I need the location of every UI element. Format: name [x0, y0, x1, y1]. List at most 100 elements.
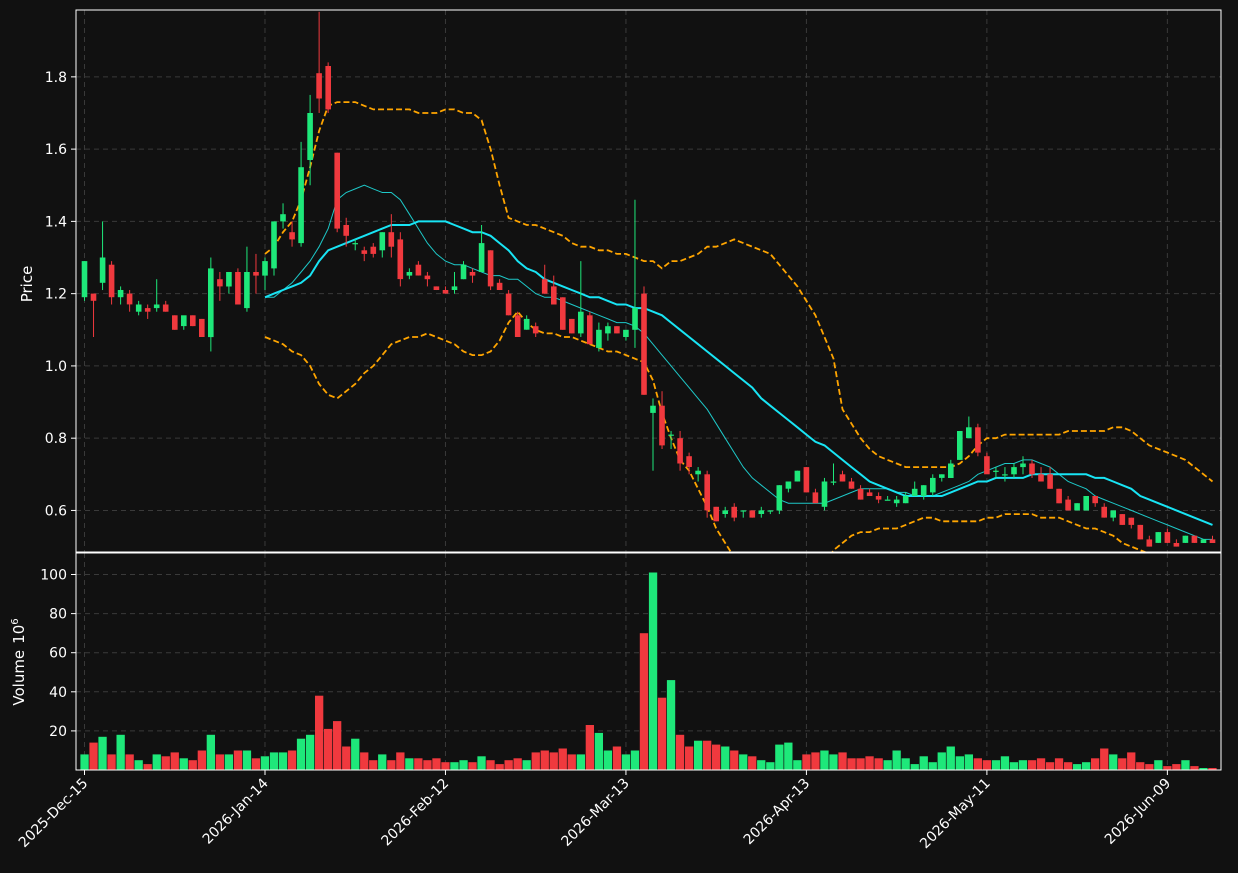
- candle-body: [803, 467, 810, 493]
- volume-bar: [766, 762, 775, 770]
- price-y-tick-label: 1.8: [45, 70, 67, 86]
- candle-body: [433, 286, 440, 290]
- candle-body: [1101, 506, 1107, 518]
- candle-body: [948, 463, 954, 478]
- candle-body: [262, 261, 268, 276]
- candle-body: [740, 510, 747, 512]
- candle-body: [1083, 496, 1089, 511]
- candle-body: [235, 272, 241, 305]
- volume-bar: [387, 760, 396, 770]
- candle-body: [451, 286, 458, 290]
- volume-bar: [757, 760, 766, 770]
- candle-body: [975, 427, 981, 453]
- volume-bar: [1073, 764, 1082, 770]
- candle-body: [578, 311, 584, 334]
- volume-bar: [928, 762, 937, 770]
- candle-body: [424, 275, 431, 280]
- candle-body: [144, 308, 151, 312]
- candle-body: [1065, 499, 1071, 511]
- volume-bar: [675, 734, 685, 770]
- volume-bar: [784, 742, 793, 770]
- volume-bar: [486, 760, 495, 770]
- candle-body: [388, 232, 395, 247]
- candle-body: [1137, 524, 1144, 540]
- candle-body: [325, 66, 331, 110]
- volume-bar: [269, 752, 279, 770]
- candle-body: [1164, 532, 1171, 543]
- volume-bar: [477, 756, 486, 770]
- candle-body: [469, 272, 476, 276]
- volume-bar: [98, 736, 107, 770]
- candle-body: [1200, 539, 1207, 543]
- candle-body: [1128, 517, 1135, 525]
- candle-body: [226, 272, 232, 287]
- grid-lines: [76, 10, 1221, 770]
- volume-bar: [504, 760, 513, 770]
- volume-bar: [594, 732, 603, 770]
- volume-bar: [296, 738, 306, 770]
- volume-bar: [206, 734, 215, 770]
- volume-bar: [107, 754, 116, 770]
- price-y-tick-label: 0.8: [45, 431, 67, 447]
- volume-bar: [576, 754, 585, 770]
- volume-bar: [585, 725, 594, 770]
- volume-y-tick-label: 60: [49, 646, 67, 662]
- volume-bar: [1100, 748, 1109, 770]
- candle-body: [884, 499, 891, 501]
- candle-body: [316, 73, 322, 99]
- volume-y-tick-label: 40: [49, 685, 67, 701]
- candle-body: [794, 470, 801, 482]
- candle-body: [957, 431, 963, 460]
- candle-body: [632, 308, 638, 330]
- volume-bar: [215, 754, 224, 770]
- volume-bar: [1190, 766, 1199, 770]
- candle-body: [623, 329, 629, 337]
- candle-body: [496, 282, 503, 290]
- volume-bar: [260, 756, 270, 770]
- candle-body: [199, 318, 205, 337]
- candle-body: [1020, 463, 1026, 468]
- volume-bar: [621, 754, 631, 770]
- volume-bar: [1009, 762, 1019, 770]
- volume-bar: [648, 572, 658, 770]
- candle-body: [370, 246, 377, 254]
- candle-body: [162, 304, 169, 312]
- candle-body: [1029, 463, 1035, 475]
- candle-body: [379, 232, 386, 251]
- candle-body: [560, 297, 566, 330]
- candle-body: [1119, 514, 1126, 525]
- volume-bar: [405, 758, 414, 770]
- candle-body: [939, 474, 945, 478]
- volume-bar: [982, 760, 991, 770]
- volume-bar: [1018, 760, 1028, 770]
- volume-bar: [224, 754, 233, 770]
- candle-body: [551, 286, 557, 305]
- volume-bar: [739, 754, 748, 770]
- volume-bar: [342, 746, 351, 770]
- volume-bar: [639, 633, 649, 770]
- candle-body: [930, 477, 936, 493]
- volume-bar: [179, 758, 188, 770]
- candle-body: [1155, 532, 1162, 543]
- candle-body: [487, 250, 494, 287]
- volume-bar: [233, 750, 243, 770]
- candle-body: [749, 510, 756, 518]
- volume-bar: [522, 760, 531, 770]
- candle-body: [90, 293, 97, 301]
- candle-body: [659, 405, 665, 446]
- volume-bar: [612, 746, 622, 770]
- volume-bar: [730, 750, 739, 770]
- volume-bar: [441, 762, 450, 770]
- volume-bar: [468, 762, 477, 770]
- volume-bar: [802, 754, 811, 770]
- volume-bar: [251, 758, 261, 770]
- candle-body: [821, 481, 828, 507]
- volume-bar: [1181, 760, 1190, 770]
- candle-body: [1011, 467, 1017, 475]
- candle-body: [280, 214, 286, 222]
- volume-bar: [892, 750, 901, 770]
- candle-body: [695, 470, 701, 475]
- volume-bar: [1163, 766, 1172, 770]
- volume-bar: [874, 758, 883, 770]
